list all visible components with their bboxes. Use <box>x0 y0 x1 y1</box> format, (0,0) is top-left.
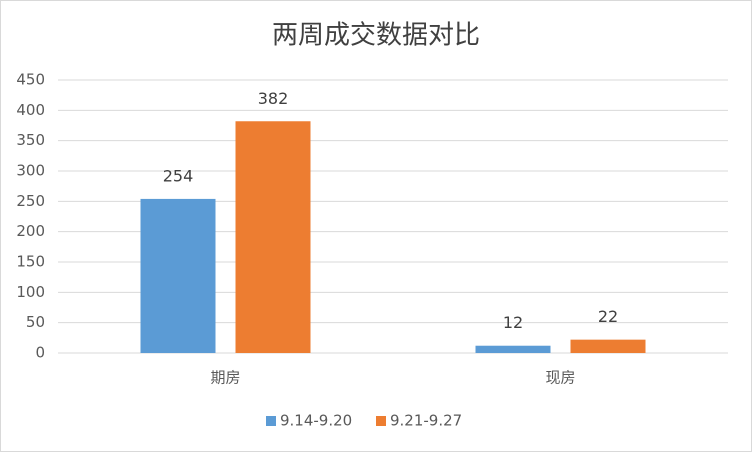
bar <box>475 345 551 353</box>
y-tick-label: 300 <box>16 162 45 180</box>
x-tick-label: 期房 <box>210 369 240 387</box>
bar <box>235 121 311 354</box>
data-label: 254 <box>163 166 194 185</box>
y-tick-label: 100 <box>16 283 45 301</box>
y-tick-label: 450 <box>16 71 45 89</box>
data-label: 382 <box>258 89 289 108</box>
x-tick-label: 现房 <box>545 369 575 387</box>
bar <box>140 198 216 353</box>
y-tick-label: 50 <box>26 313 45 331</box>
y-tick-label: 400 <box>16 101 45 119</box>
data-label: 22 <box>598 307 618 326</box>
y-tick-label: 150 <box>16 253 45 271</box>
y-tick-label: 200 <box>16 222 45 240</box>
y-tick-label: 0 <box>35 344 45 362</box>
y-tick-label: 350 <box>16 131 45 149</box>
y-tick-label: 250 <box>16 192 45 210</box>
bar <box>570 339 646 353</box>
data-label: 12 <box>503 313 523 332</box>
legend-label: 9.21-9.27 <box>390 412 462 430</box>
chart-title: 两周成交数据对比 <box>272 21 480 51</box>
legend-swatch <box>266 416 276 426</box>
legend-label: 9.14-9.20 <box>280 412 352 430</box>
legend-swatch <box>376 416 386 426</box>
